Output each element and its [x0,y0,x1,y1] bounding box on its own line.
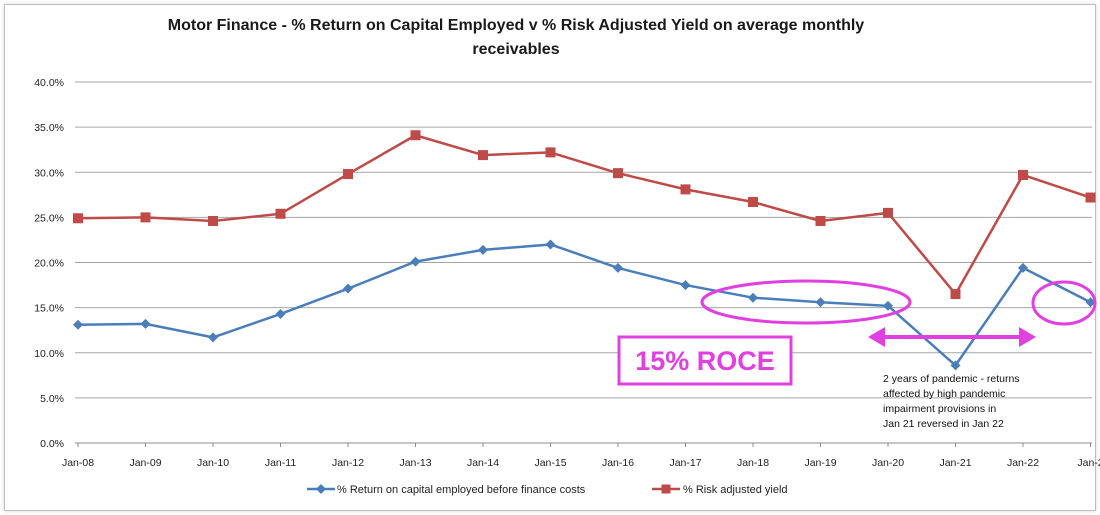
pandemic-note-line-4: Jan 21 reversed in Jan 22 [883,418,1004,430]
annotations-layer: 15% ROCE 2 years of pandemic - returns a… [617,279,1097,430]
data-point-square [1018,169,1028,180]
gridlines [75,81,1092,444]
data-point-square [140,212,151,223]
chart-title-line-2: receivables [472,41,559,58]
legend-label-1: % Return on capital employed before fina… [337,484,586,496]
legend: % Return on capital employed before fina… [307,484,788,496]
data-point-square [1085,192,1096,203]
data-point-diamond [410,256,421,267]
x-tick-label: Jan-10 [197,457,229,469]
x-tick-label: Jan-14 [467,457,499,469]
x-tick-label: Jan-18 [737,457,769,469]
data-point-square [613,168,623,179]
data-point-diamond [950,360,961,371]
pandemic-arrow-right-head [1019,327,1036,347]
legend-label-2: % Risk adjusted yield [683,484,788,496]
highlight-ellipse-2018-2020 [700,279,912,325]
data-point-diamond [545,239,556,250]
y-axis-ticks: 0.0% 5.0% 10.0% 15.0% 20.0% 25.0% 30.0% 35.0% 40… [34,77,64,450]
data-point-diamond [815,297,826,308]
legend-marker-square [661,484,671,494]
data-point-diamond [613,262,623,273]
data-point-diamond [73,319,83,330]
x-tick-label: Jan-21 [939,457,971,469]
y-tick-label: 25.0% [34,212,64,224]
data-point-square [478,150,488,161]
pandemic-arrow-left-head [868,327,885,347]
data-point-diamond [275,308,286,319]
x-tick-label: Jan-11 [265,457,296,469]
x-tick-label: Jan-12 [332,457,364,469]
x-tick-label: Jan-09 [129,457,161,469]
x-tick-label: Jan-19 [804,457,836,469]
y-tick-label: 20.0% [34,258,64,270]
data-point-square [73,213,83,224]
roce-label-box [617,335,793,386]
data-point-diamond [748,292,758,303]
x-tick-label: Jan-2 [1077,457,1100,469]
pandemic-note-line-1: 2 years of pandemic - returns [883,373,1020,385]
x-tick-label: Jan-20 [872,457,904,469]
legend-marker-diamond [316,484,326,494]
data-point-square [275,208,286,219]
data-point-diamond [883,300,893,311]
data-point-diamond [680,280,691,291]
data-point-square [883,207,893,218]
x-tick-label: Jan-13 [399,457,431,469]
data-point-square [815,215,826,226]
x-tick-label: Jan-08 [62,457,94,469]
highlight-ellipse-2023 [1031,280,1097,326]
data-point-square [410,130,421,141]
data-point-square [208,215,218,226]
chart-frame [4,4,1096,511]
y-tick-label: 15.0% [34,303,64,315]
series-line-2 [77,133,1091,296]
data-point-diamond [1085,297,1096,308]
data-point-diamond [208,332,218,343]
x-tick-label: Jan-15 [534,457,566,469]
chart-title: Motor Finance - % Return on Capital Empl… [168,17,865,58]
roce-label: 15% ROCE [635,346,775,376]
y-tick-label: 35.0% [34,122,64,134]
data-point-square [343,169,353,180]
y-tick-label: 40.0% [34,77,64,89]
chart-title-line-1: Motor Finance - % Return on Capital Empl… [168,17,865,34]
x-tick-label: Jan-17 [669,457,701,469]
y-tick-label: 30.0% [34,167,64,179]
data-point-square [545,147,556,158]
x-axis-ticks: Jan-08 Jan-09 Jan-10 Jan-11 Jan-12 Jan-13 Jan-… [62,443,1100,469]
data-point-square [748,197,758,208]
data-point-diamond [343,283,353,294]
data-point-square [950,289,961,300]
pandemic-note-line-2: affected by high pandemic [883,388,1005,400]
pandemic-note-line-3: impairment provisions in [883,403,996,415]
data-point-diamond [1018,262,1028,273]
data-point-square [680,184,691,195]
data-point-diamond [478,244,488,255]
y-tick-label: 10.0% [34,348,64,360]
x-tick-label: Jan-16 [602,457,634,469]
x-tick-label: Jan-22 [1007,457,1039,469]
series-layer [73,130,1096,371]
y-tick-label: 5.0% [40,393,64,405]
y-tick-label: 0.0% [40,438,64,450]
data-point-diamond [140,318,151,329]
